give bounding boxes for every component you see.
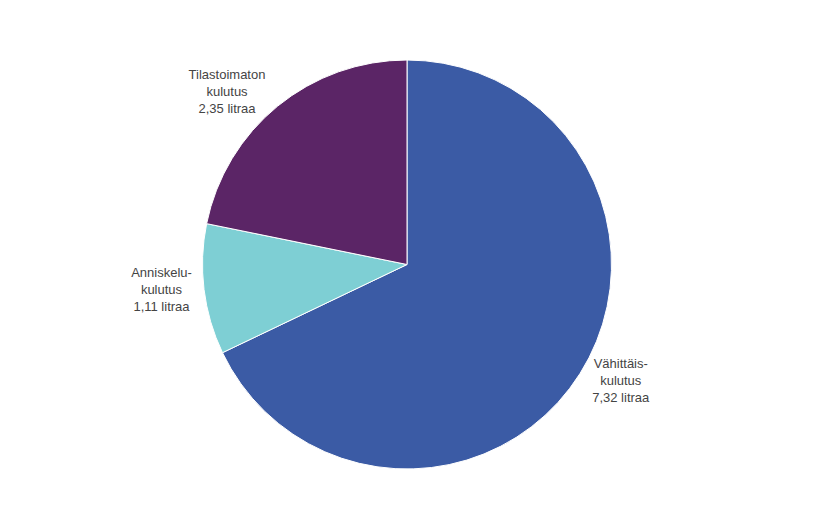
svg-text:Tilastoimatonkulutus2,35 litra: Tilastoimatonkulutus2,35 litraa [189,67,266,116]
svg-text:Vähittäis-kulutus7,32 litraa: Vähittäis-kulutus7,32 litraa [592,356,650,405]
svg-text:Anniskelu-kulutus1,11 litraa: Anniskelu-kulutus1,11 litraa [131,265,192,314]
